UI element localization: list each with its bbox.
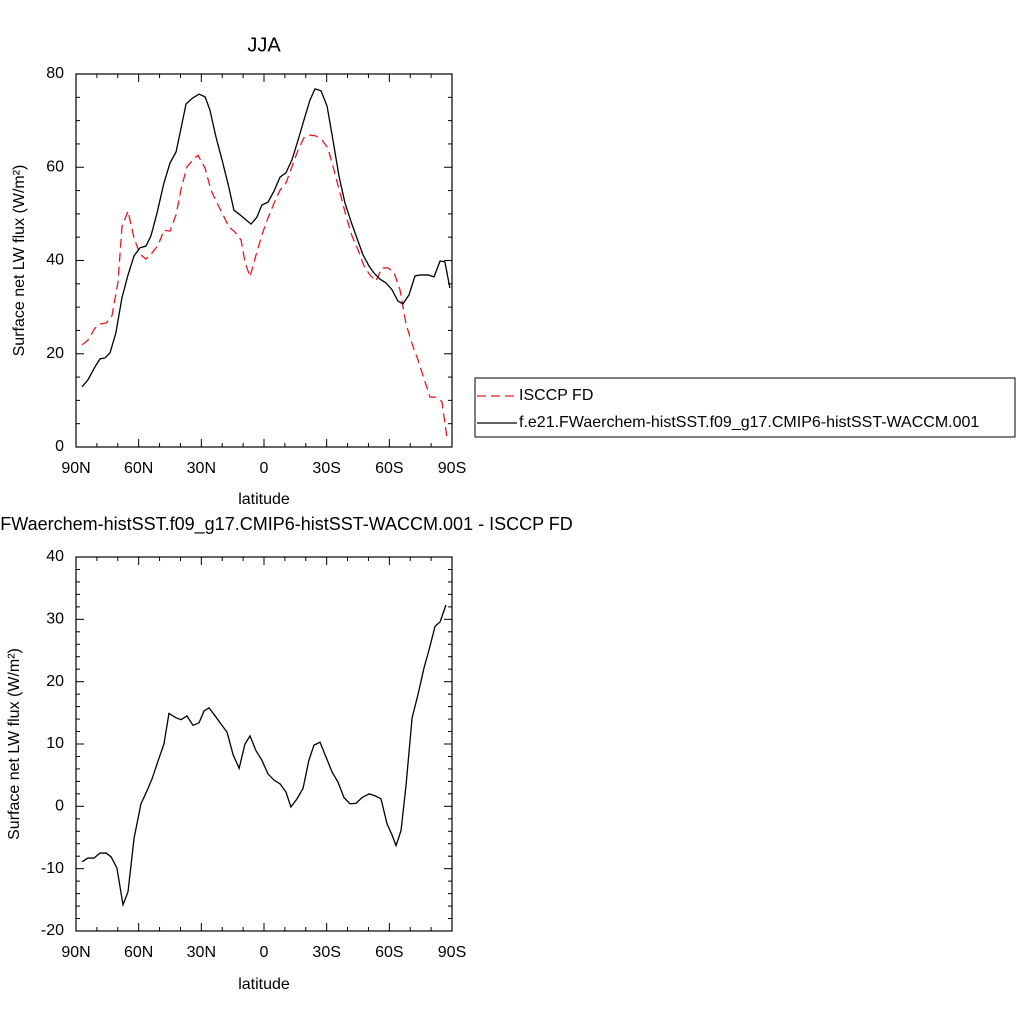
- legend-box: [474, 377, 1016, 438]
- x-tick-label: 30S: [312, 944, 340, 961]
- x-tick-label: 60S: [375, 944, 403, 961]
- chart-title: JJA: [247, 34, 281, 56]
- y-tick-label: -10: [41, 860, 64, 877]
- y-tick-label: 10: [46, 735, 64, 752]
- y-tick-label: 20: [46, 673, 64, 690]
- x-tick-label: 0: [260, 460, 269, 477]
- chart-title: f.e21.FWaerchem-histSST.f09_g17.CMIP6-hi…: [0, 514, 573, 535]
- x-tick-label: 30N: [187, 944, 216, 961]
- x-axis-label: latitude: [238, 976, 290, 993]
- plot-frame: [75, 556, 453, 932]
- y-tick-label: 20: [46, 345, 64, 362]
- data-line: [81, 88, 451, 388]
- x-tick-label: 30N: [187, 460, 216, 477]
- y-tick-label: 40: [46, 548, 64, 565]
- y-axis-label: Surface net LW flux (W/m²): [6, 648, 23, 840]
- data-line: [81, 134, 448, 439]
- x-axis-label: latitude: [238, 491, 290, 508]
- x-tick-label: 90S: [438, 460, 466, 477]
- data-line: [81, 604, 447, 908]
- ticks: [75, 556, 453, 932]
- legend-label: ISCCP FD: [519, 387, 593, 404]
- x-tick-label: 30S: [312, 460, 340, 477]
- y-tick-label: 40: [46, 252, 64, 269]
- x-tick-label: 60N: [124, 944, 153, 961]
- x-tick-label: 0: [260, 944, 269, 961]
- y-tick-label: 80: [46, 65, 64, 82]
- y-tick-label: -20: [41, 922, 64, 939]
- x-tick-label: 90N: [61, 944, 90, 961]
- y-tick-label: 60: [46, 158, 64, 175]
- y-tick-label: 0: [55, 798, 64, 815]
- x-tick-label: 90N: [61, 460, 90, 477]
- x-tick-label: 60N: [124, 460, 153, 477]
- y-tick-label: 0: [55, 438, 64, 455]
- y-axis-label: Surface net LW flux (W/m²): [11, 165, 28, 357]
- x-tick-label: 60S: [375, 460, 403, 477]
- plot-frame: [75, 73, 453, 448]
- x-tick-label: 90S: [438, 944, 466, 961]
- legend-label: f.e21.FWaerchem-histSST.f09_g17.CMIP6-hi…: [519, 414, 979, 431]
- y-tick-label: 30: [46, 611, 64, 628]
